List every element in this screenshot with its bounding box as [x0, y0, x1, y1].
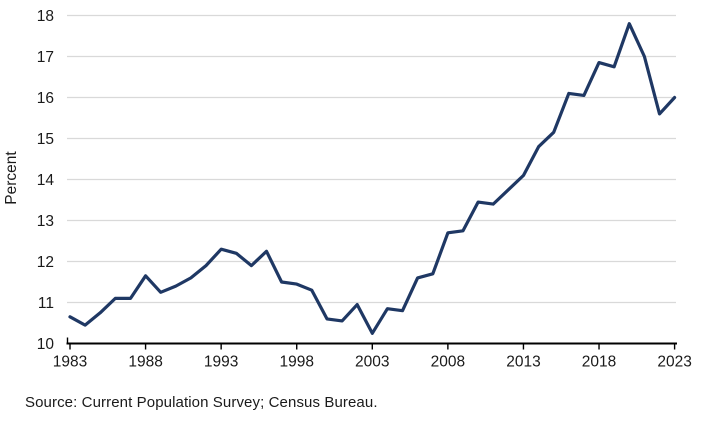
x-tick-label: 2003: [355, 354, 389, 371]
x-tick-label: 2023: [657, 354, 691, 371]
y-tick-label: 15: [37, 131, 54, 148]
x-tick-label: 1993: [204, 354, 238, 371]
y-tick-label: 14: [37, 172, 55, 189]
y-tick-label: 18: [37, 8, 54, 25]
y-tick-label: 16: [37, 90, 54, 107]
y-tick-label: 17: [37, 49, 54, 66]
x-tick-label: 2008: [431, 354, 465, 371]
y-axis-title: Percent: [3, 151, 20, 205]
x-tick-label: 2013: [506, 354, 540, 371]
x-axis: [66, 337, 677, 350]
y-tick-label: 12: [37, 254, 54, 271]
x-tick-label: 1983: [53, 354, 87, 371]
x-tick-label: 2018: [582, 354, 616, 371]
y-tick-label: 13: [37, 213, 54, 230]
x-tick-label: 1998: [279, 354, 313, 371]
y-tick-label: 11: [38, 295, 54, 312]
gridlines: [67, 14, 676, 304]
y-tick-label: 10: [37, 336, 55, 353]
source-note: Source: Current Population Survey; Censu…: [25, 394, 378, 411]
x-tick-label: 1988: [128, 354, 162, 371]
x-axis-tick-labels: 1983 1988 1993 1998 2003 2008 2013 2018 2023: [53, 354, 692, 371]
data-line-series: [68, 22, 677, 335]
y-axis-tick-labels: 10 11 12 13 14 15 16 17 18: [37, 8, 55, 353]
